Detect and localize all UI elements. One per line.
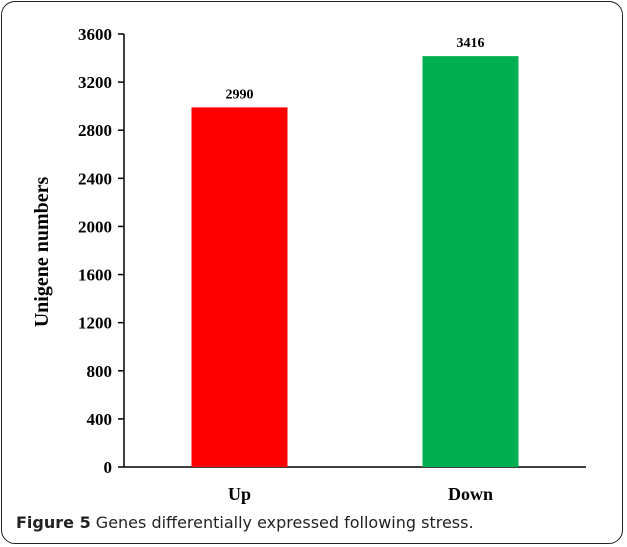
- x-category-label-down: Down: [448, 484, 493, 504]
- y-tick-label: 2000: [78, 217, 112, 236]
- figure-caption: Figure 5 Genes differentially expressed …: [16, 513, 474, 532]
- y-tick-label: 1200: [78, 314, 112, 333]
- data-label-down: 3416: [457, 36, 485, 51]
- y-axis-title-group: Unigene numbers: [31, 177, 53, 328]
- caption-text: Genes differentially expressed following…: [95, 513, 474, 532]
- bar-down: [422, 56, 519, 468]
- y-tick-label: 400: [87, 410, 113, 429]
- data-label-up: 2990: [226, 87, 254, 102]
- y-tick-label: 3600: [78, 25, 112, 44]
- y-tick-label: 0: [104, 458, 113, 477]
- y-axis-title: Unigene numbers: [31, 177, 53, 328]
- y-tick-label: 2800: [78, 121, 112, 140]
- y-tick-label: 1600: [78, 266, 112, 285]
- x-labels: Up Down: [228, 484, 493, 504]
- y-tick-label: 2400: [78, 169, 112, 188]
- bar-up: [191, 107, 288, 467]
- bars: 2990 3416: [191, 36, 519, 468]
- figure-number: Figure 5: [16, 513, 91, 532]
- x-category-label-up: Up: [228, 484, 251, 504]
- y-ticks: 0 400 800 1200 1600 2000 2400 2800 3200 3600: [78, 25, 124, 477]
- y-tick-label: 800: [87, 362, 113, 381]
- y-tick-label: 3200: [78, 73, 112, 92]
